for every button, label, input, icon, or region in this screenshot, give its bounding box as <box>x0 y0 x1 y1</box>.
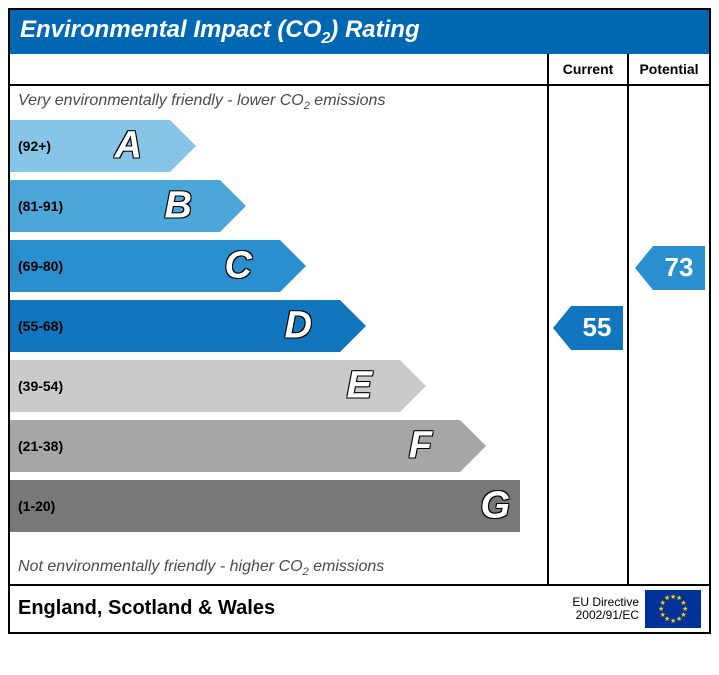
band-bar: (69-80) C <box>10 240 280 292</box>
eu-star-icon: ★ <box>676 615 682 623</box>
band-range: (39-54) <box>10 378 63 394</box>
directive-line2: 2002/91/EC <box>576 608 639 622</box>
band-bar: (39-54) E <box>10 360 400 412</box>
title-bar: Environmental Impact (CO2) Rating <box>10 10 709 54</box>
current-column: Current 55 <box>549 54 629 584</box>
band-range: (55-68) <box>10 318 63 334</box>
epc-card: Environmental Impact (CO2) Rating Very e… <box>8 8 711 634</box>
bands-header-spacer <box>10 54 547 86</box>
band-range: (21-38) <box>10 438 63 454</box>
band-range: (92+) <box>10 138 51 154</box>
potential-header: Potential <box>629 54 709 86</box>
band-letter: E <box>347 364 372 407</box>
content: Very environmentally friendly - lower CO… <box>10 54 709 584</box>
eu-star-icon: ★ <box>664 594 670 602</box>
desc-bottom: Not environmentally friendly - higher CO… <box>10 552 547 584</box>
title-text: Environmental Impact (CO2) Rating <box>20 16 420 43</box>
band-row-a: (92+) A <box>10 118 170 174</box>
band-bar: (21-38) F <box>10 420 460 472</box>
band-bar: (92+) A <box>10 120 170 172</box>
directive-line1: EU Directive <box>572 595 639 609</box>
band-row-c: (69-80) C <box>10 238 280 294</box>
band-range: (69-80) <box>10 258 63 274</box>
potential-column: Potential 73 <box>629 54 709 584</box>
band-arrow-head <box>170 120 196 172</box>
potential-pointer: 73 <box>635 246 705 290</box>
band-range: (81-91) <box>10 198 63 214</box>
band-letter: B <box>165 184 192 227</box>
current-pointer: 55 <box>553 306 623 350</box>
band-row-b: (81-91) B <box>10 178 220 234</box>
band-range: (1-20) <box>10 498 55 514</box>
band-letter: F <box>409 424 432 467</box>
pointer-tip <box>635 246 653 290</box>
band-row-f: (21-38) F <box>10 418 460 474</box>
band-letter: A <box>115 124 142 167</box>
band-letter: C <box>225 244 252 287</box>
bands-column: Very environmentally friendly - lower CO… <box>10 54 549 584</box>
desc-top: Very environmentally friendly - lower CO… <box>10 86 547 118</box>
band-arrow-head <box>220 180 246 232</box>
eu-star-icon: ★ <box>670 617 676 625</box>
band-arrow-head <box>280 240 306 292</box>
current-header: Current <box>549 54 627 86</box>
pointer-tip <box>553 306 571 350</box>
band-row-g: (1-20) G <box>10 478 520 534</box>
pointer-value: 73 <box>653 246 705 290</box>
band-arrow-head <box>400 360 426 412</box>
band-arrow-head <box>340 300 366 352</box>
band-bar: (81-91) B <box>10 180 220 232</box>
footer-directive: EU Directive 2002/91/EC <box>572 596 639 622</box>
band-row-d: (55-68) D <box>10 298 340 354</box>
pointer-value: 55 <box>571 306 623 350</box>
eu-flag-icon: ★★★★★★★★★★★★ <box>645 590 701 628</box>
band-letter: G <box>480 484 510 527</box>
band-row-e: (39-54) E <box>10 358 400 414</box>
band-letter: D <box>285 304 312 347</box>
bands-area: (92+) A (81-91) B (69-80) C (55-68) D (39-54) E (2… <box>10 118 547 552</box>
band-arrow-head <box>460 420 486 472</box>
band-bar: (55-68) D <box>10 300 340 352</box>
band-bar: (1-20) G <box>10 480 520 532</box>
footer-region: England, Scotland & Wales <box>18 597 572 620</box>
footer: England, Scotland & Wales EU Directive 2… <box>10 584 709 632</box>
